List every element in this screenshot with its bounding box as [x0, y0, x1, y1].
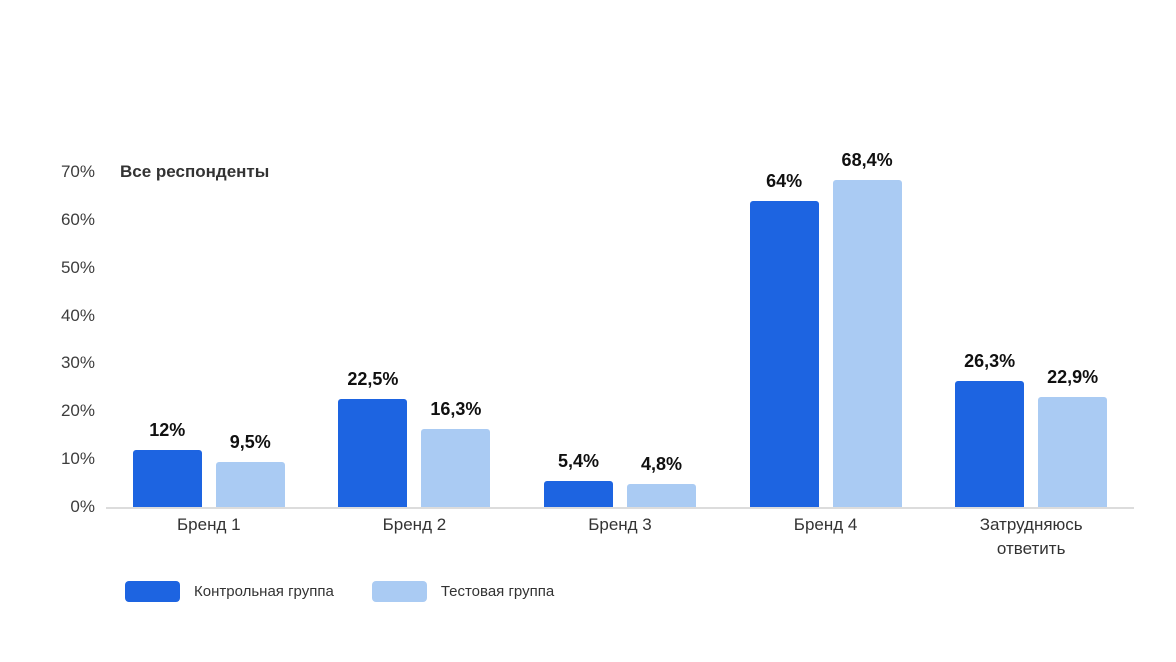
- bar-fill: [1038, 397, 1108, 507]
- bar-group: 5,4% 4,8%: [517, 172, 723, 507]
- bar-fill: [955, 381, 1025, 507]
- bar-value-label: 4,8%: [640, 454, 682, 475]
- category-label: Бренд 3: [588, 515, 652, 534]
- bar-fill: [132, 449, 202, 507]
- bar: 12%: [132, 420, 202, 507]
- plot-area: Все респонденты 12% 9,5% 22,5% 16,3% 5,4% 4,8…: [106, 150, 1134, 509]
- bar: 68,4%: [832, 150, 902, 507]
- y-tick-label: 20%: [60, 401, 95, 421]
- legend-swatch: [125, 581, 180, 602]
- bar-fill: [626, 484, 696, 507]
- y-tick-label: 0%: [70, 497, 95, 516]
- legend-item-control: Контрольная группа: [125, 581, 334, 602]
- x-axis: Бренд 1 Бренд 2 Бренд 3 Бренд 4 Затрудняюсь …: [106, 513, 1134, 561]
- x-category: Бренд 1: [106, 513, 312, 561]
- bar: 22,9%: [1038, 367, 1108, 507]
- bar-value-label: 68,4%: [841, 149, 893, 170]
- y-tick-label: 70%: [60, 162, 95, 181]
- bar: 9,5%: [215, 432, 285, 507]
- bar-fill: [215, 461, 285, 507]
- chart-title: Все респонденты: [120, 162, 270, 181]
- y-tick-label: 30%: [60, 353, 95, 373]
- bar-fill: [421, 429, 491, 507]
- bar-value-label: 64%: [766, 170, 803, 191]
- legend-label: Тестовая группа: [440, 583, 555, 600]
- category-label: Затрудняюсь ответить: [979, 515, 1083, 558]
- bar-fill: [543, 481, 613, 507]
- bar-value-label: 16,3%: [430, 399, 482, 419]
- category-label: Бренд 2: [382, 515, 447, 534]
- bar-value-label: 22,9%: [1047, 367, 1099, 388]
- bar-value-label: 22,5%: [347, 369, 399, 390]
- y-tick-label: 60%: [60, 209, 95, 229]
- legend-label: Контрольная группа: [194, 583, 334, 600]
- category-label: Бренд 1: [177, 515, 241, 534]
- bar: 4,8%: [626, 454, 696, 507]
- bar-fill: [338, 399, 408, 507]
- bar: 26,3%: [955, 351, 1025, 507]
- x-category: Затрудняюсь ответить: [928, 513, 1134, 561]
- x-category: Бренд 4: [723, 513, 929, 561]
- bar-value-label: 12%: [149, 419, 186, 440]
- category-label: Бренд 4: [793, 515, 858, 534]
- bar: 16,3%: [421, 399, 491, 507]
- bar: 64%: [749, 171, 819, 507]
- y-tick-label: 40%: [60, 305, 95, 325]
- bar-fill: [749, 200, 819, 507]
- y-tick-label: 10%: [60, 449, 95, 469]
- x-category: Бренд 3: [517, 513, 723, 561]
- bar-value-label: 9,5%: [229, 431, 271, 452]
- y-axis: 0% 10% 20% 30% 40% 50% 60% 70%: [0, 162, 95, 516]
- bar: 5,4%: [543, 451, 613, 507]
- bar-value-label: 26,3%: [964, 351, 1016, 372]
- bar: 22,5%: [338, 369, 408, 507]
- legend-swatch: [371, 581, 427, 602]
- bar-group: 22,5% 16,3%: [312, 172, 518, 507]
- bar-group: 26,3% 22,9%: [928, 172, 1134, 507]
- bar-value-label: 5,4%: [557, 451, 599, 472]
- bar-fill: [832, 179, 902, 507]
- bar-group: 12% 9,5%: [106, 172, 312, 507]
- legend: Контрольная группа Тестовая группа: [125, 581, 554, 602]
- x-category: Бренд 2: [312, 513, 518, 561]
- y-tick-label: 50%: [60, 257, 95, 277]
- legend-item-test: Тестовая группа: [371, 581, 555, 602]
- bar-group: 64% 68,4%: [723, 150, 929, 507]
